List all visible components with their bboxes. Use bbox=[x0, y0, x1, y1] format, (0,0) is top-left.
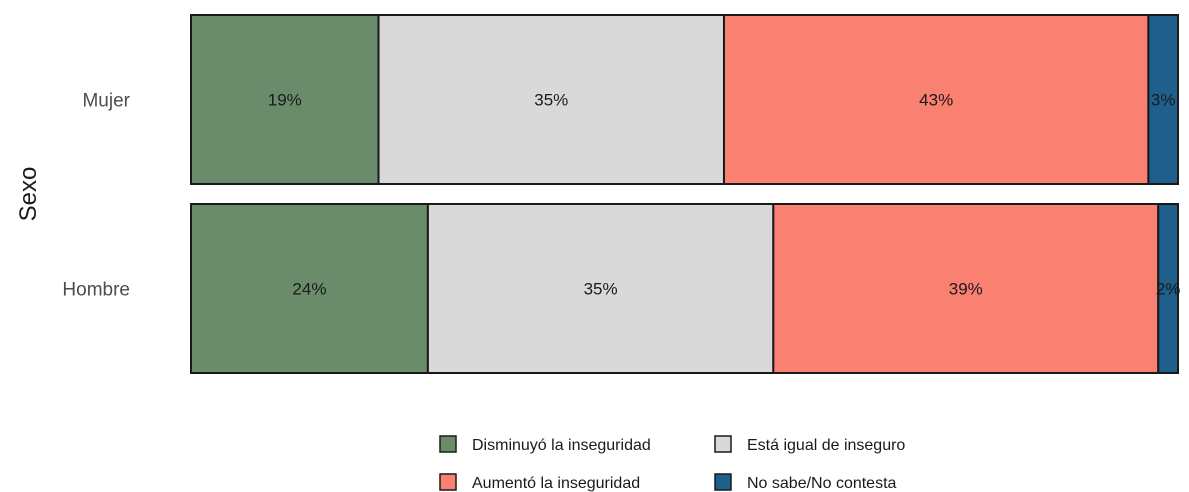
bar-mujer-aumento-la-inseguridad bbox=[722, 14, 1150, 185]
category-label-hombre: Hombre bbox=[62, 280, 130, 301]
bar-mujer-no-sabe-no-contesta bbox=[1147, 14, 1180, 185]
data-label-mujer-esta-igual-de-inseguro: 35% bbox=[534, 91, 568, 110]
category-label-mujer: Mujer bbox=[82, 91, 130, 112]
legend-swatch-aumento-la-inseguridad bbox=[439, 473, 457, 491]
data-label-mujer-disminuyo-la-inseguridad: 19% bbox=[268, 91, 302, 110]
bars-layer bbox=[190, 14, 1180, 374]
data-label-hombre-no-sabe-no-contesta: 2% bbox=[1156, 280, 1181, 299]
legend-swatch-esta-igual-de-inseguro bbox=[714, 435, 732, 453]
legend-label-disminuyo-la-inseguridad: Disminuyó la inseguridad bbox=[472, 437, 651, 454]
legend-label-aumento-la-inseguridad: Aumentó la inseguridad bbox=[472, 475, 640, 492]
legend-label-esta-igual-de-inseguro: Está igual de inseguro bbox=[747, 437, 905, 454]
data-label-hombre-aumento-la-inseguridad: 39% bbox=[949, 280, 983, 299]
y-axis-title: Sexo bbox=[15, 167, 42, 222]
bar-hombre-disminuyo-la-inseguridad bbox=[190, 203, 429, 374]
legend-label-no-sabe-no-contesta: No sabe/No contesta bbox=[747, 475, 897, 492]
data-label-mujer-aumento-la-inseguridad: 43% bbox=[919, 91, 953, 110]
category-axis: Mujer Hombre bbox=[62, 91, 130, 301]
bar-mujer-esta-igual-de-inseguro bbox=[377, 14, 725, 185]
bar-hombre-no-sabe-no-contesta bbox=[1157, 203, 1180, 374]
data-label-hombre-disminuyo-la-inseguridad: 24% bbox=[292, 280, 326, 299]
legend: Disminuyó la inseguridad Está igual de in… bbox=[439, 435, 905, 492]
bar-hombre-esta-igual-de-inseguro bbox=[426, 203, 775, 374]
data-labels-layer: 19% 35% 43% 3% 24% 35% 39% 2% bbox=[268, 91, 1181, 299]
data-label-hombre-esta-igual-de-inseguro: 35% bbox=[584, 280, 618, 299]
bar-hombre-aumento-la-inseguridad bbox=[772, 203, 1160, 374]
legend-swatch-no-sabe-no-contesta bbox=[714, 473, 732, 491]
legend-swatch-disminuyo-la-inseguridad bbox=[439, 435, 457, 453]
data-label-mujer-no-sabe-no-contesta: 3% bbox=[1151, 91, 1176, 110]
bar-mujer-disminuyo-la-inseguridad bbox=[190, 14, 380, 185]
